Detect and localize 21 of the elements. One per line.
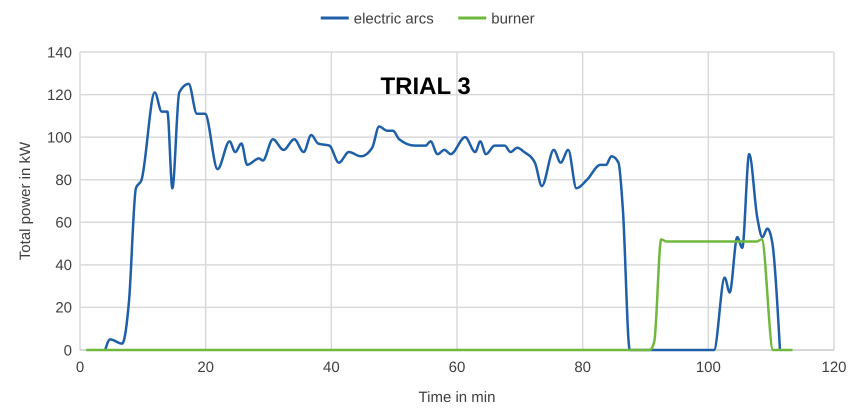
y-tick-label: 20 — [55, 300, 72, 317]
y-tick-label: 0 — [64, 342, 72, 360]
y-tick-label: 100 — [46, 129, 72, 146]
x-tick-label: 20 — [197, 359, 214, 376]
x-tick-label: 0 — [76, 359, 84, 376]
y-tick-label: 60 — [55, 214, 72, 232]
y-tick-label: 140 — [46, 44, 72, 62]
x-tick-label: 40 — [322, 359, 340, 376]
y-tick-label: 40 — [55, 257, 72, 274]
legend-label: electric arcs — [354, 10, 434, 28]
text: TRIAL 3 — [380, 73, 471, 100]
x-tick-label: 80 — [574, 359, 592, 376]
y-axis-title: Total power in kW — [17, 140, 34, 260]
x-axis-title: Time in min — [418, 389, 496, 406]
x-tick-label: 100 — [696, 359, 721, 376]
y-tick-label: 120 — [46, 86, 72, 104]
y-tick-label: 80 — [55, 172, 72, 189]
legend-label: burner — [491, 10, 535, 28]
line-series — [85, 238, 794, 352]
x-tick-label: 60 — [448, 359, 466, 376]
x-tick-label: 120 — [821, 359, 847, 376]
